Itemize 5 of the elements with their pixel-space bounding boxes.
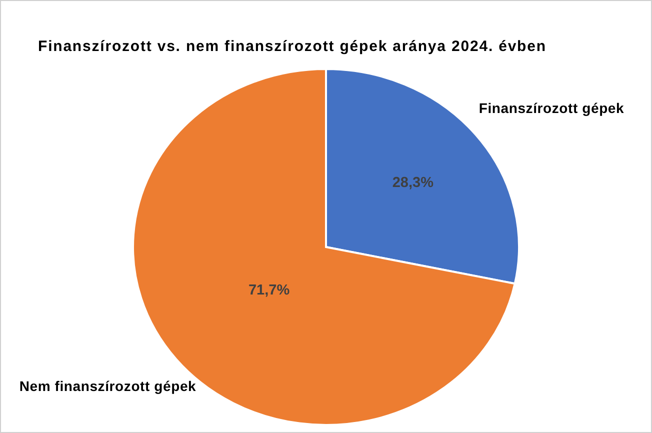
data-label: 28,3% (392, 174, 434, 191)
data-label: 71,7% (248, 282, 290, 299)
chart-title: Finanszírozott vs. nem finanszírozott gépek aránya 2024. évben (38, 38, 546, 55)
slice-label: Finanszírozott gépek (478, 100, 624, 116)
slice-label: Nem finanszírozott gépek (19, 378, 196, 394)
